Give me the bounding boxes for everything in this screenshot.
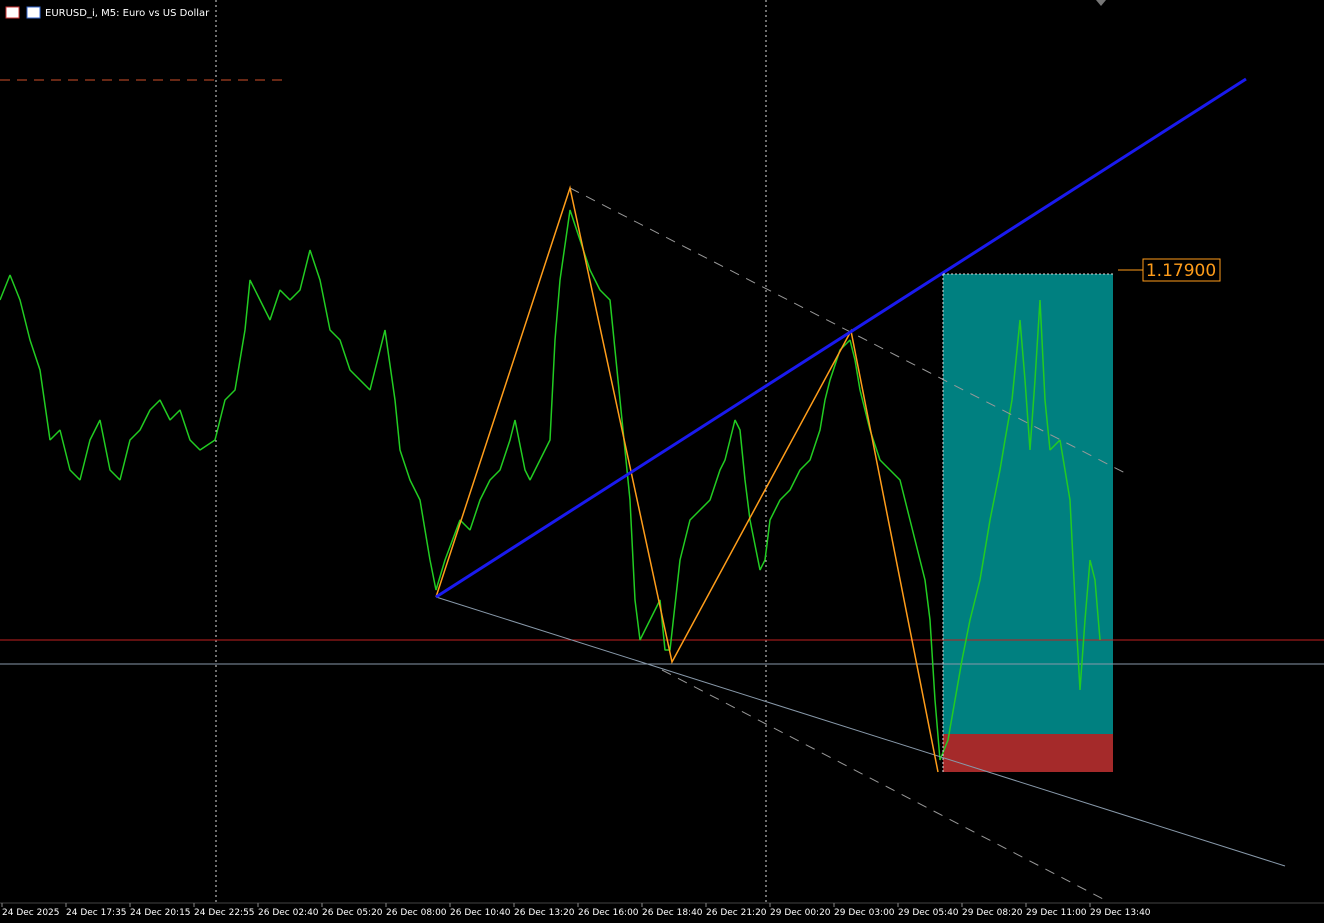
loss-zone [943, 734, 1113, 772]
time-label: 29 Dec 08:20 [962, 908, 1023, 918]
time-label: 26 Dec 18:40 [642, 908, 703, 918]
price-label-box [1142, 258, 1221, 282]
time-label: 26 Dec 05:20 [322, 908, 383, 918]
time-label: 26 Dec 16:00 [578, 908, 639, 918]
time-axis-labels: 24 Dec 2025 24 Dec 17:35 24 Dec 20:15 24 De… [1, 903, 1151, 918]
trend-line [569, 187, 1128, 475]
scroll-marker [1096, 0, 1106, 6]
time-label: 26 Dec 21:20 [706, 908, 767, 918]
time-label: 29 Dec 03:00 [834, 908, 895, 918]
time-label: 24 Dec 22:55 [194, 908, 255, 918]
zigzag [435, 185, 939, 773]
icon [26, 6, 41, 19]
time-label: 29 Dec 13:40 [1090, 908, 1151, 918]
icon [5, 6, 20, 19]
profit-zone [943, 274, 1113, 734]
title-icons [5, 6, 41, 19]
time-label: 24 Dec 17:35 [66, 908, 127, 918]
time-label: 24 Dec 2025 [2, 908, 60, 918]
time-label: 26 Dec 10:40 [450, 908, 511, 918]
chart-title: EURUSD_i, M5: Euro vs US Dollar [45, 8, 210, 19]
trend-line [435, 596, 1286, 867]
trend-line [661, 669, 1106, 901]
time-label: 26 Dec 08:00 [386, 908, 447, 918]
price-bars [0, 209, 1101, 761]
time-label: 29 Dec 11:00 [1026, 908, 1087, 918]
time-label: 26 Dec 02:40 [258, 908, 319, 918]
trend-line [435, 77, 1247, 599]
time-label: 24 Dec 20:15 [130, 908, 191, 918]
time-label: 29 Dec 05:40 [898, 908, 959, 918]
price-label: 1.17900 [1146, 261, 1216, 281]
time-label: 29 Dec 00:20 [770, 908, 831, 918]
time-label: 26 Dec 13:20 [514, 908, 575, 918]
